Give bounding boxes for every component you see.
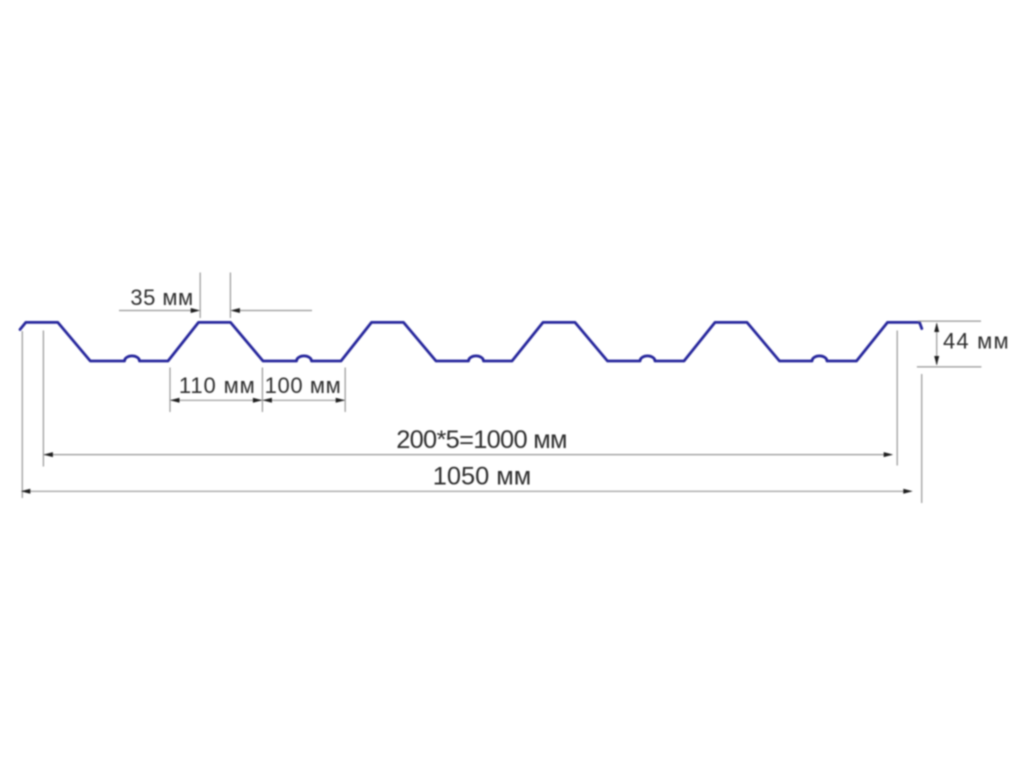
svg-text:1050 мм: 1050 мм — [433, 463, 531, 491]
svg-text:100 мм: 100 мм — [265, 373, 342, 398]
svg-text:44 мм: 44 мм — [943, 329, 1010, 354]
svg-text:200*5=1000 мм: 200*5=1000 мм — [396, 426, 567, 454]
svg-text:35 мм: 35 мм — [130, 285, 193, 310]
svg-text:110 мм: 110 мм — [179, 373, 256, 398]
